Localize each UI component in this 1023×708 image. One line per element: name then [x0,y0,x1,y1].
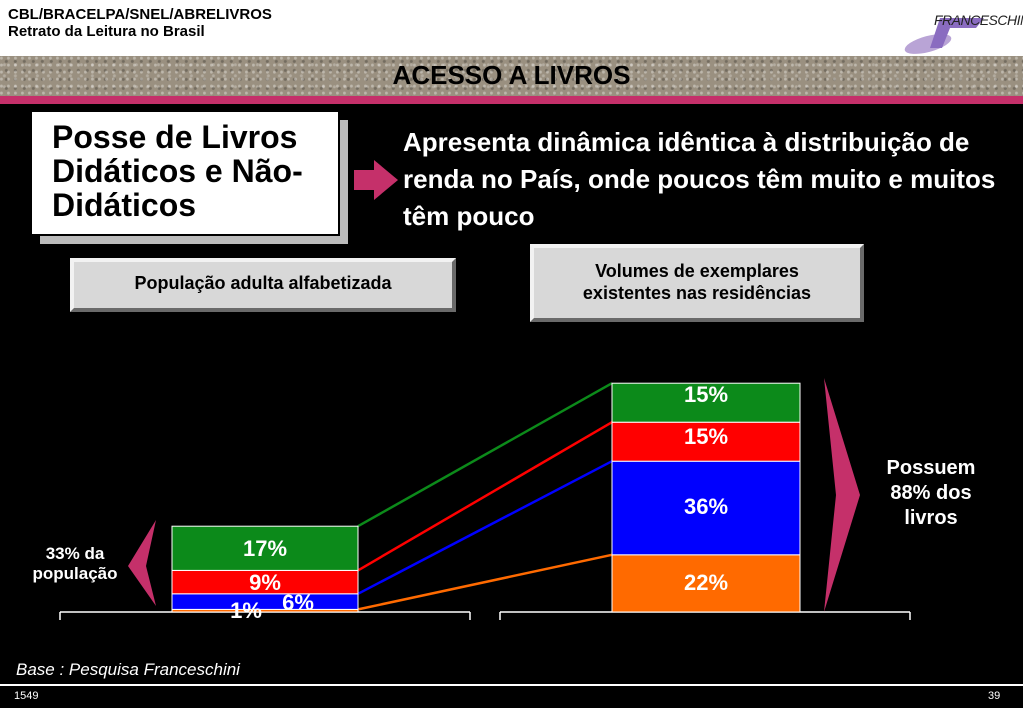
org-header: CBL/BRACELPA/SNEL/ABRELIVROS Retrato da … [8,6,272,40]
title-band-accent [0,96,1023,104]
connector-line-orange [357,553,613,611]
right-annotation: Possuem 88% dos livros [886,457,976,529]
label-right-orange: 22% [683,570,729,595]
label-right-green: 15% [683,382,729,407]
label-right-red: 15% [683,424,729,449]
right-bracket-chevron [824,378,860,612]
left-annotation: 33% da população [32,544,118,583]
right-statement: Apresenta dinâmica idêntica à distribuiç… [403,127,996,231]
left-category-label-box: População adulta alfabetizada [70,258,456,312]
right-category-label-box: Volumes de exemplares existentes nas res… [530,244,864,322]
title-band [0,56,1023,96]
org-line: CBL/BRACELPA/SNEL/ABRELIVROS [8,6,272,23]
bar-segment-right-orange [611,554,801,613]
footer-code: 1549 [14,690,39,702]
label-left-orange: 1% [230,598,262,623]
connector-line-green [357,382,613,528]
label-left-green: 17% [242,536,288,561]
left-bracket-chevron [128,520,156,606]
label-right-blue: 36% [683,494,729,519]
footer-divider [0,684,1023,686]
source-note: Base : Pesquisa Franceschini [16,660,240,679]
bar-segment-right-blue [611,460,801,556]
bar-segment-right-green [611,382,801,423]
bar-segment-left-green [171,525,359,571]
label-left-blue: 6% [282,590,314,615]
page-number: 39 [988,690,1001,702]
arrow-right-icon [354,160,398,200]
bar-segment-right-red [611,421,801,462]
franceschini-logo [904,18,984,54]
connector-line-blue [357,460,613,595]
right-category-label: Volumes de exemplares existentes nas res… [582,261,812,303]
subtitle-line: Retrato da Leitura no Brasil [8,23,205,40]
label-left-red: 9% [249,570,281,595]
connector-line-red [357,421,613,572]
main-box: Posse de Livros Didáticos e Não-Didático… [30,110,340,236]
page-title: ACESSO A LIVROS [392,60,631,90]
main-box-title: Posse de Livros Didáticos e Não-Didático… [52,119,303,223]
logo-text: FRANCESCHINI [934,12,1023,28]
left-category-label: População adulta alfabetizada [134,273,392,293]
header-bar [0,0,1023,56]
